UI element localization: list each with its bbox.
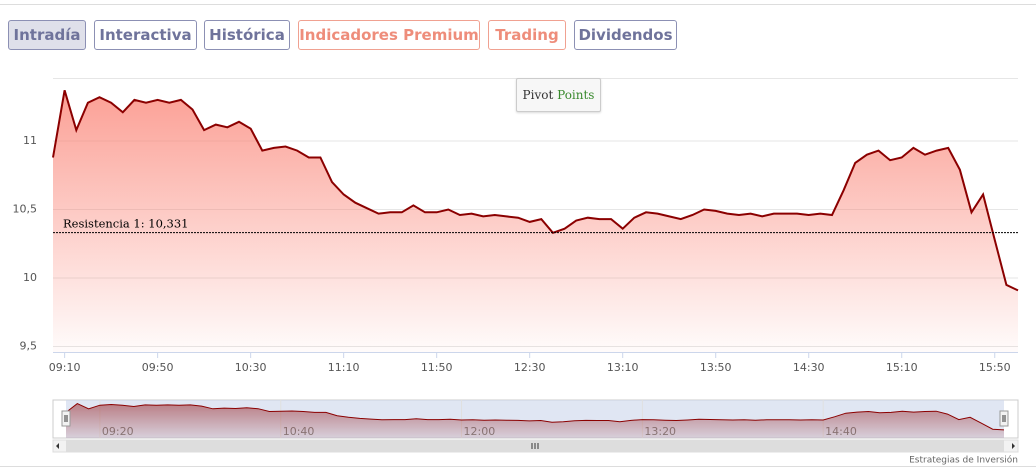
x-tick-label: 11:10 — [328, 361, 360, 374]
y-tick-label: 10,5 — [13, 203, 38, 216]
tab[interactable]: Dividendos — [574, 20, 677, 50]
tab[interactable]: Intradía — [8, 20, 86, 50]
pivot-label: Pivot — [522, 88, 554, 102]
tab[interactable]: Trading — [488, 20, 566, 50]
x-tick-label: 14:30 — [793, 361, 825, 374]
y-tick-label: 11 — [23, 134, 37, 147]
x-tick-label: 13:10 — [607, 361, 639, 374]
x-tick-label: 15:50 — [979, 361, 1011, 374]
x-tick-label: 10:30 — [235, 361, 267, 374]
x-tick-label: 09:50 — [142, 361, 174, 374]
handle-grip — [64, 415, 68, 422]
x-tick-label: 11:50 — [421, 361, 453, 374]
x-tick-label: 15:10 — [886, 361, 918, 374]
y-tick-label: 10 — [23, 271, 37, 284]
scrollbar-grip — [531, 443, 539, 449]
x-tick-label: 13:50 — [700, 361, 732, 374]
navigator-line — [65, 403, 1005, 431]
navigator-handle[interactable] — [999, 410, 1009, 427]
tab[interactable]: Interactiva — [94, 20, 197, 50]
handle-grip — [1002, 415, 1006, 422]
resistance-label: Resistencia 1: 10,331 — [63, 217, 189, 231]
x-tick-label: 12:30 — [514, 361, 546, 374]
tab[interactable]: Indicadores Premium — [298, 20, 480, 50]
pivot-label: Points — [557, 88, 595, 102]
navigator-handle[interactable] — [61, 410, 71, 427]
tab[interactable]: Histórica — [204, 20, 290, 50]
credit: Estrategias de Inversión — [909, 455, 1018, 466]
y-tick-label: 9,5 — [20, 340, 38, 353]
pivot-button[interactable]: Pivot Points — [516, 78, 601, 112]
price-line — [52, 90, 1019, 292]
x-tick-label: 09:10 — [49, 361, 81, 374]
